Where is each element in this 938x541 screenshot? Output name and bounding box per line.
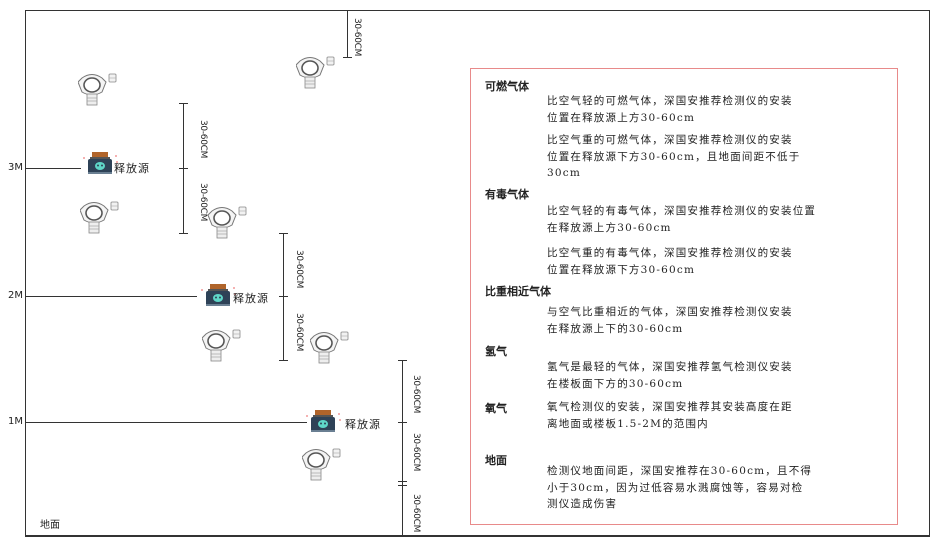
text-line: 测仪造成伤害 bbox=[547, 498, 618, 510]
gas-detector-icon bbox=[78, 73, 117, 106]
dimension-tick bbox=[179, 168, 188, 169]
level-1m-label: 1M bbox=[8, 416, 23, 427]
right-boundary-line bbox=[929, 10, 930, 536]
level-3m-label: 3M bbox=[8, 162, 23, 173]
ground-text: 检测仪地面间距，深国安推荐在30-60cm，且不得 小于30cm，因为过低容易水… bbox=[547, 463, 812, 513]
dimension-label: 30-60CM bbox=[294, 250, 304, 289]
dimension-tick bbox=[279, 296, 288, 297]
dimension-label: 30-60CM bbox=[294, 313, 304, 352]
dimension-break-tick bbox=[398, 485, 407, 486]
toxic-light-text: 比空气轻的有毒气体，深国安推荐检测仪的安装位置 在释放源上方30-60cm bbox=[547, 203, 816, 236]
similar-density-gas-heading: 比重相近气体 bbox=[485, 285, 551, 298]
left-boundary-line bbox=[25, 10, 26, 536]
dimension-tick bbox=[179, 103, 188, 104]
text-line: 比空气重的可燃气体，深国安推荐检测仪的安装 bbox=[547, 134, 793, 146]
dimension-label: 30-60CM bbox=[411, 494, 421, 533]
text-line: 在楼板面下方的30-60cm bbox=[547, 377, 684, 390]
dimension-label: 30-60CM bbox=[411, 433, 421, 472]
oxygen-text: 氧气检测仪的安装，深国安推荐其安装高度在距 离地面或楼板1.5-2M的范围内 bbox=[547, 399, 793, 432]
text-line: 位置在释放源下方30-60cm，且地面间距不低于 bbox=[547, 150, 801, 163]
ground-label: 地面 bbox=[40, 520, 60, 531]
gas-detector-icon bbox=[296, 56, 335, 89]
text-line: 检测仪地面间距，深国安推荐在30-60cm，且不得 bbox=[547, 465, 813, 477]
dimension-line bbox=[402, 360, 403, 536]
release-source-icon bbox=[83, 152, 118, 174]
hydrogen-text: 氢气是最轻的气体，深国安推荐氢气检测仪安装 在楼板面下方的30-60cm bbox=[547, 359, 793, 392]
flammable-gas-heading: 可燃气体 bbox=[485, 80, 529, 93]
text-line: 比空气轻的可燃气体，深国安推荐检测仪的安装 bbox=[547, 95, 793, 107]
dimension-tick bbox=[279, 233, 288, 234]
level-2m-label: 2M bbox=[8, 290, 23, 301]
dimension-tick bbox=[343, 57, 352, 58]
top-boundary-line bbox=[25, 10, 930, 11]
text-line: 比空气轻的有毒气体，深国安推荐检测仪的安装位置 bbox=[547, 205, 817, 217]
text-line: 30cm bbox=[547, 167, 581, 179]
text-line: 氢气是最轻的气体，深国安推荐氢气检测仪安装 bbox=[547, 361, 793, 373]
gas-detector-icon bbox=[80, 201, 119, 234]
dimension-label: 30-60CM bbox=[352, 18, 362, 57]
dimension-label: 30-60CM bbox=[198, 120, 208, 159]
text-line: 在释放源上下的30-60cm bbox=[547, 322, 684, 335]
text-line: 在释放源上方30-60cm bbox=[547, 221, 672, 234]
dimension-label: 30-60CM bbox=[411, 375, 421, 414]
text-line: 比空气重的有毒气体，深国安推荐检测仪的安装 bbox=[547, 247, 793, 259]
gas-detector-icon bbox=[302, 448, 341, 481]
installation-guide-panel: 可燃气体 比空气轻的可燃气体，深国安推荐检测仪的安装 位置在释放源上方30-60… bbox=[470, 68, 898, 525]
ground-line bbox=[25, 535, 930, 537]
gas-detector-icon bbox=[202, 329, 241, 362]
level-3m-line bbox=[25, 168, 81, 169]
text-line: 位置在释放源上方30-60cm bbox=[547, 111, 696, 124]
text-line: 与空气比重相近的气体，深国安推荐检测仪安装 bbox=[547, 306, 793, 318]
toxic-heavy-text: 比空气重的有毒气体，深国安推荐检测仪的安装 位置在释放源下方30-60cm bbox=[547, 245, 793, 278]
release-source-label: 释放源 bbox=[345, 418, 381, 431]
dimension-label: 30-60CM bbox=[198, 183, 208, 222]
gas-detector-icon bbox=[208, 206, 247, 239]
dimension-break-tick bbox=[398, 481, 407, 482]
dimension-tick bbox=[398, 422, 407, 423]
release-source-icon bbox=[306, 410, 341, 432]
dimension-tick bbox=[279, 360, 288, 361]
flammable-light-text: 比空气轻的可燃气体，深国安推荐检测仪的安装 位置在释放源上方30-60cm bbox=[547, 93, 793, 126]
text-line: 位置在释放源下方30-60cm bbox=[547, 263, 696, 276]
level-2m-line bbox=[25, 296, 197, 297]
release-source-label: 释放源 bbox=[114, 162, 150, 175]
toxic-gas-heading: 有毒气体 bbox=[485, 188, 529, 201]
dimension-line bbox=[283, 233, 284, 361]
similar-density-text: 与空气比重相近的气体，深国安推荐检测仪安装 在释放源上下的30-60cm bbox=[547, 304, 793, 337]
ground-heading: 地面 bbox=[485, 454, 507, 467]
hydrogen-heading: 氢气 bbox=[485, 345, 507, 358]
release-source-icon bbox=[201, 284, 236, 306]
flammable-heavy-text: 比空气重的可燃气体，深国安推荐检测仪的安装 位置在释放源下方30-60cm，且地… bbox=[547, 132, 800, 182]
text-line: 离地面或楼板1.5-2M的范围内 bbox=[547, 417, 709, 430]
gas-detector-icon bbox=[310, 331, 349, 364]
dimension-tick bbox=[179, 233, 188, 234]
dimension-line bbox=[347, 10, 348, 58]
oxygen-heading: 氧气 bbox=[485, 402, 507, 415]
text-line: 小于30cm，因为过低容易水溅腐蚀等，容易对检 bbox=[547, 481, 804, 494]
level-1m-line bbox=[25, 422, 307, 423]
dimension-tick bbox=[398, 360, 407, 361]
text-line: 氧气检测仪的安装，深国安推荐其安装高度在距 bbox=[547, 401, 793, 413]
release-source-label: 释放源 bbox=[233, 292, 269, 305]
